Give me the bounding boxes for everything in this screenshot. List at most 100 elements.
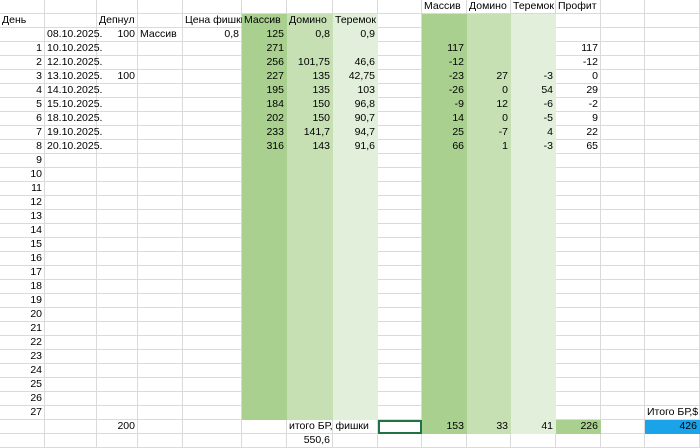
- cell[interactable]: [556, 266, 601, 280]
- cell[interactable]: [467, 280, 511, 294]
- cell[interactable]: [556, 378, 601, 392]
- cell[interactable]: 1: [467, 140, 511, 154]
- cell[interactable]: [511, 336, 556, 350]
- cell[interactable]: 135: [287, 84, 333, 98]
- cell[interactable]: [645, 126, 700, 140]
- cell[interactable]: 153: [422, 420, 467, 434]
- cell[interactable]: 200: [97, 420, 138, 434]
- cell[interactable]: [601, 392, 645, 406]
- cell[interactable]: [138, 168, 183, 182]
- cell[interactable]: [601, 28, 645, 42]
- cell[interactable]: [645, 336, 700, 350]
- cell[interactable]: [601, 238, 645, 252]
- cell[interactable]: 90,7: [333, 112, 378, 126]
- cell[interactable]: [183, 378, 242, 392]
- cell[interactable]: [287, 0, 333, 14]
- cell[interactable]: [97, 154, 138, 168]
- cell[interactable]: 11: [0, 182, 45, 196]
- cell[interactable]: [183, 196, 242, 210]
- cell[interactable]: [422, 308, 467, 322]
- cell[interactable]: [556, 336, 601, 350]
- cell[interactable]: [556, 294, 601, 308]
- cell[interactable]: [97, 42, 138, 56]
- cell[interactable]: [511, 322, 556, 336]
- cell[interactable]: [333, 434, 378, 448]
- cell[interactable]: [601, 364, 645, 378]
- cell[interactable]: [556, 168, 601, 182]
- cell[interactable]: [378, 280, 422, 294]
- cell[interactable]: [242, 224, 287, 238]
- cell[interactable]: 0,9: [333, 28, 378, 42]
- cell[interactable]: 46,6: [333, 56, 378, 70]
- cell[interactable]: [97, 98, 138, 112]
- cell[interactable]: 08.10.2025.: [45, 28, 103, 42]
- cell[interactable]: [45, 224, 97, 238]
- cell[interactable]: [467, 224, 511, 238]
- cell[interactable]: [556, 196, 601, 210]
- cell[interactable]: [333, 238, 378, 252]
- cell[interactable]: [511, 42, 556, 56]
- cell[interactable]: [645, 98, 700, 112]
- cell[interactable]: 117: [556, 42, 601, 56]
- cell[interactable]: [378, 434, 422, 448]
- cell[interactable]: [138, 140, 183, 154]
- cell[interactable]: [467, 14, 511, 28]
- cell[interactable]: 550,6: [287, 434, 333, 448]
- cell[interactable]: [333, 280, 378, 294]
- cell[interactable]: [645, 14, 700, 28]
- cell[interactable]: [378, 252, 422, 266]
- cell[interactable]: [45, 308, 97, 322]
- cell[interactable]: Профит: [556, 0, 601, 14]
- cell[interactable]: [97, 84, 138, 98]
- cell[interactable]: 1: [0, 42, 45, 56]
- cell[interactable]: 14.10.2025.: [45, 84, 103, 98]
- cell[interactable]: [422, 322, 467, 336]
- cell[interactable]: [511, 182, 556, 196]
- cell[interactable]: [601, 14, 645, 28]
- cell[interactable]: [378, 294, 422, 308]
- cell[interactable]: [138, 42, 183, 56]
- cell[interactable]: [45, 322, 97, 336]
- cell[interactable]: [242, 168, 287, 182]
- cell[interactable]: [333, 420, 378, 434]
- cell[interactable]: [645, 322, 700, 336]
- cell[interactable]: 100: [97, 70, 138, 84]
- cell[interactable]: [287, 350, 333, 364]
- cell[interactable]: [138, 84, 183, 98]
- cell[interactable]: [378, 112, 422, 126]
- cell[interactable]: 27: [0, 406, 45, 420]
- cell[interactable]: [242, 238, 287, 252]
- cell[interactable]: [556, 210, 601, 224]
- cell[interactable]: [556, 224, 601, 238]
- cell[interactable]: [183, 266, 242, 280]
- cell[interactable]: Домино: [287, 14, 333, 28]
- cell[interactable]: [378, 70, 422, 84]
- cell[interactable]: [287, 378, 333, 392]
- cell[interactable]: [287, 280, 333, 294]
- cell[interactable]: 426: [645, 420, 700, 434]
- cell[interactable]: [601, 154, 645, 168]
- cell[interactable]: [601, 182, 645, 196]
- cell[interactable]: [138, 252, 183, 266]
- cell[interactable]: [422, 182, 467, 196]
- cell[interactable]: [183, 56, 242, 70]
- cell[interactable]: [242, 364, 287, 378]
- cell[interactable]: [467, 196, 511, 210]
- cell[interactable]: [378, 56, 422, 70]
- cell[interactable]: [645, 182, 700, 196]
- cell[interactable]: [601, 294, 645, 308]
- cell[interactable]: [601, 196, 645, 210]
- cell[interactable]: [601, 406, 645, 420]
- cell[interactable]: 22: [556, 126, 601, 140]
- cell[interactable]: [601, 308, 645, 322]
- cell[interactable]: 143: [287, 140, 333, 154]
- cell[interactable]: [556, 322, 601, 336]
- cell[interactable]: [467, 322, 511, 336]
- cell[interactable]: [601, 168, 645, 182]
- cell[interactable]: [467, 294, 511, 308]
- cell[interactable]: 91,6: [333, 140, 378, 154]
- cell[interactable]: [45, 392, 97, 406]
- cell[interactable]: [333, 294, 378, 308]
- cell[interactable]: 20: [0, 308, 45, 322]
- cell[interactable]: [183, 322, 242, 336]
